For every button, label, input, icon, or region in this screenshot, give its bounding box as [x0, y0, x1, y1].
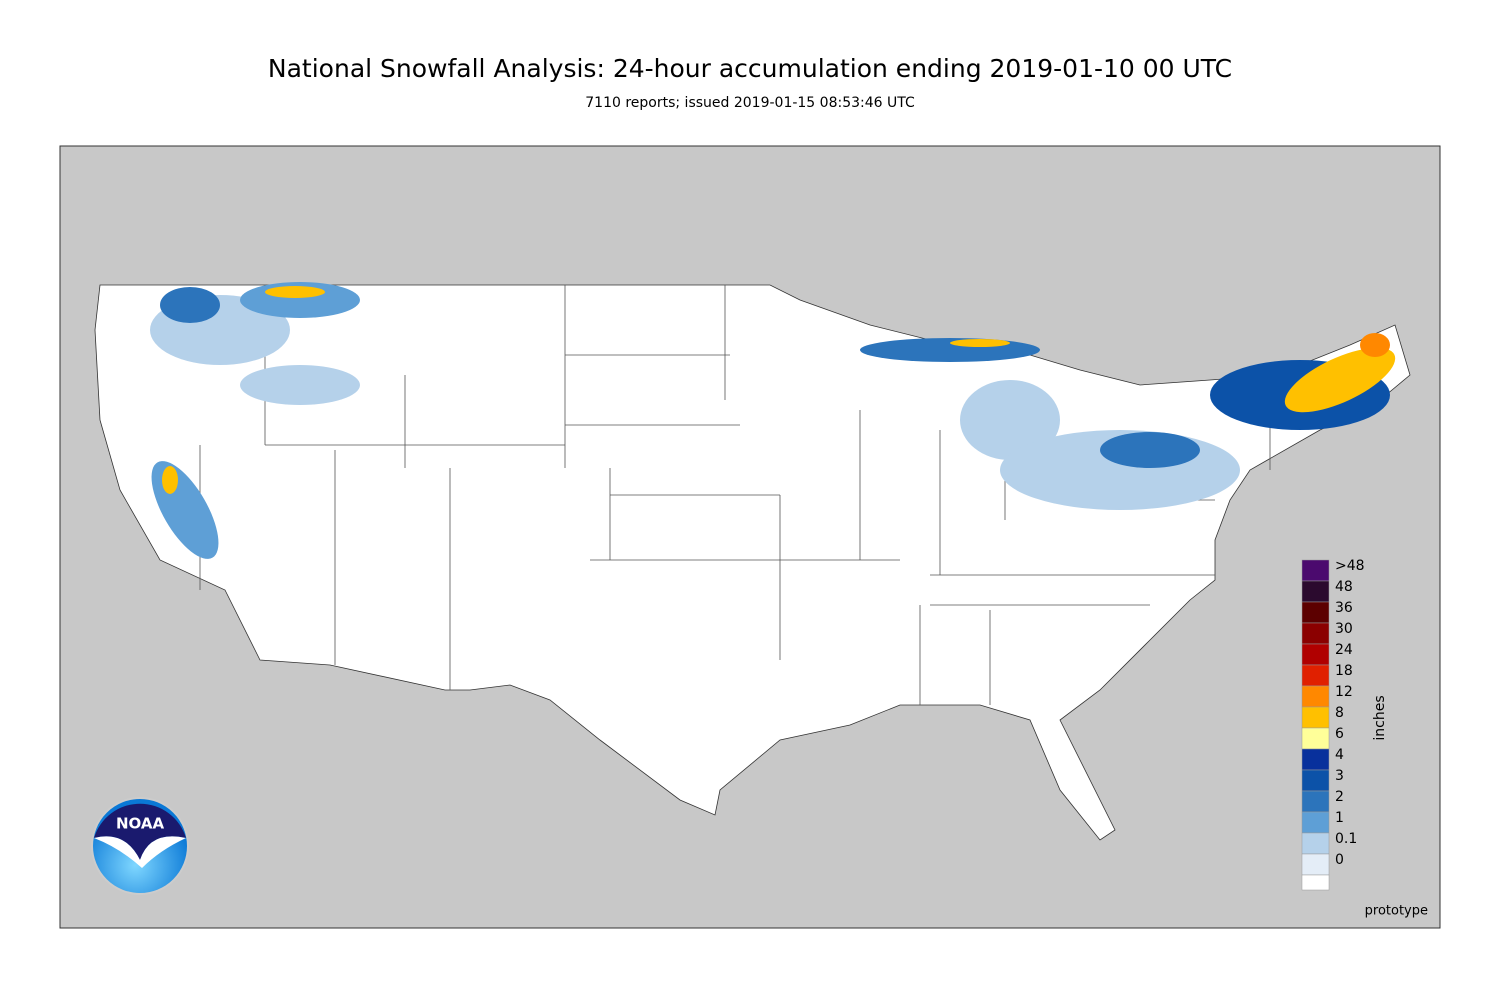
logo-top: [94, 803, 186, 860]
legend-label: 0.1: [1335, 831, 1357, 847]
legend-swatch: [1301, 601, 1330, 624]
map: [59, 145, 1441, 929]
legend-swatch: [1301, 727, 1330, 750]
legend-swatch: [1301, 790, 1330, 813]
logo-text: NOAA: [116, 815, 165, 833]
legend-label: 24: [1335, 642, 1353, 658]
legend-swatch: [1301, 769, 1330, 792]
noaa-logo: NOAA: [91, 797, 189, 895]
legend-swatch: [1301, 559, 1330, 582]
legend-swatch: [1301, 685, 1330, 708]
legend-swatch: [1301, 580, 1330, 603]
legend-swatch: [1301, 664, 1330, 687]
legend-label: 48: [1335, 579, 1353, 595]
us-land: [94, 284, 1411, 841]
legend-title: inches: [1372, 695, 1388, 740]
legend-swatch-base: [1301, 874, 1330, 891]
legend-label: 4: [1335, 747, 1344, 763]
title: National Snowfall Analysis: 24-hour accu…: [268, 54, 1232, 83]
legend-swatch: [1301, 811, 1330, 834]
logo-bird: [94, 836, 186, 868]
legend-swatch: [1301, 643, 1330, 666]
footer-note: prototype: [1365, 904, 1428, 919]
subtitle: 7110 reports; issued 2019-01-15 08:53:46…: [585, 95, 915, 111]
legend-label: 18: [1335, 663, 1353, 679]
legend-swatch: [1301, 853, 1330, 876]
legend-label: 0: [1335, 852, 1344, 868]
legend-label: 36: [1335, 600, 1353, 616]
legend: >48 48 36 30 24 18 12 8 6 4 3 2 1 0.1 0: [1301, 558, 1365, 891]
legend-label: 3: [1335, 768, 1344, 784]
legend-label: >48: [1335, 558, 1365, 574]
legend-swatch: [1301, 832, 1330, 855]
legend-label: 12: [1335, 684, 1353, 700]
legend-label: 30: [1335, 621, 1353, 637]
legend-swatch: [1301, 622, 1330, 645]
snowfall-areas: [150, 282, 1396, 559]
legend-label: 6: [1335, 726, 1344, 742]
legend-label: 1: [1335, 810, 1344, 826]
legend-label: 2: [1335, 789, 1344, 805]
legend-label: 8: [1335, 705, 1344, 721]
legend-swatch: [1301, 748, 1330, 771]
legend-swatch: [1301, 706, 1330, 729]
